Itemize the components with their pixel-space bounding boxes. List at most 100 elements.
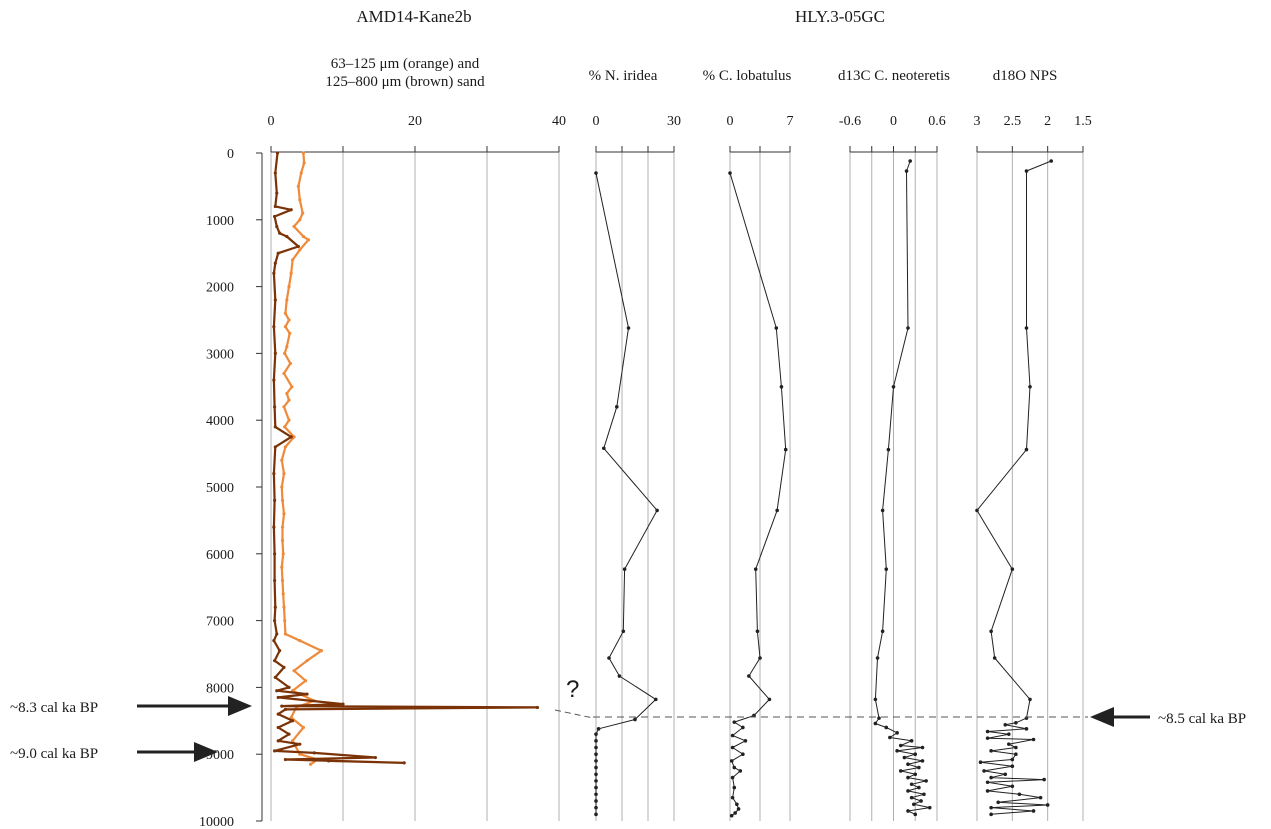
data-point bbox=[312, 751, 316, 755]
data-point bbox=[287, 398, 291, 402]
data-point bbox=[891, 385, 896, 389]
x-tick-label: 0.6 bbox=[928, 114, 946, 129]
data-point bbox=[622, 567, 627, 571]
data-point bbox=[1024, 727, 1029, 731]
data-point bbox=[880, 508, 885, 513]
x-tick-label: 3 bbox=[974, 114, 981, 129]
data-point bbox=[281, 592, 285, 596]
y-tick-label: 3000 bbox=[206, 347, 234, 362]
data-point bbox=[617, 674, 622, 678]
data-point bbox=[301, 151, 305, 155]
data-point bbox=[283, 425, 287, 429]
data-point bbox=[283, 325, 287, 329]
data-point bbox=[730, 733, 735, 738]
data-point bbox=[741, 725, 745, 730]
data-point bbox=[303, 679, 308, 683]
y-tick-label: 0 bbox=[227, 147, 234, 162]
data-point bbox=[596, 727, 601, 731]
panel-title: d18O NPS bbox=[993, 68, 1058, 84]
data-point bbox=[875, 656, 880, 660]
x-tick-label: 20 bbox=[408, 114, 422, 129]
data-point bbox=[535, 705, 540, 710]
data-point bbox=[607, 656, 611, 660]
data-point bbox=[906, 762, 910, 767]
data-point bbox=[884, 567, 889, 571]
series-line-sand-orange bbox=[280, 152, 323, 766]
data-point bbox=[282, 605, 286, 609]
data-point bbox=[912, 802, 916, 807]
data-point bbox=[985, 780, 990, 785]
data-point bbox=[594, 799, 598, 803]
data-point bbox=[280, 578, 285, 583]
data-point bbox=[282, 405, 286, 409]
data-point bbox=[298, 742, 302, 746]
data-point bbox=[1042, 777, 1046, 782]
data-point bbox=[1024, 447, 1029, 452]
arrow-90-label: ~9.0 cal ka BP bbox=[10, 746, 98, 762]
data-point bbox=[775, 508, 779, 513]
data-point bbox=[730, 795, 735, 800]
y-tick-label: 2000 bbox=[206, 281, 234, 296]
data-point bbox=[288, 361, 293, 366]
panel-sand: 0 20 40 63–125 μm (orange) and 125–800 μm (b… bbox=[199, 56, 566, 829]
data-point bbox=[886, 447, 891, 452]
data-point bbox=[280, 704, 284, 708]
data-point bbox=[273, 351, 277, 355]
data-point bbox=[275, 191, 279, 195]
x-tick-label: 2 bbox=[1044, 114, 1051, 129]
data-point bbox=[975, 508, 979, 513]
data-point bbox=[1007, 732, 1011, 736]
data-point bbox=[283, 707, 287, 712]
data-point bbox=[989, 775, 993, 780]
y-tick-label: 7000 bbox=[206, 615, 234, 630]
data-point bbox=[594, 732, 598, 736]
data-point bbox=[273, 405, 277, 409]
data-point bbox=[779, 385, 784, 389]
data-point bbox=[733, 811, 737, 815]
data-point bbox=[1003, 723, 1008, 727]
data-point bbox=[280, 525, 285, 529]
data-point bbox=[884, 725, 889, 730]
y-tick-label: 10000 bbox=[199, 815, 234, 829]
data-point bbox=[275, 689, 279, 693]
data-point bbox=[287, 418, 291, 422]
data-point bbox=[273, 498, 277, 502]
data-point bbox=[594, 759, 598, 763]
data-point bbox=[290, 385, 294, 389]
x-tick-label: 0 bbox=[268, 114, 275, 129]
data-point bbox=[743, 739, 748, 743]
data-point bbox=[305, 692, 309, 696]
data-point bbox=[273, 578, 277, 583]
data-point bbox=[895, 749, 899, 753]
y-tick-label: 5000 bbox=[206, 481, 234, 496]
data-point bbox=[594, 752, 598, 756]
data-point bbox=[276, 725, 280, 730]
data-point bbox=[283, 445, 287, 449]
data-point bbox=[278, 231, 282, 235]
data-point bbox=[880, 629, 885, 634]
data-point bbox=[309, 762, 313, 766]
data-point bbox=[1014, 721, 1018, 725]
data-point bbox=[341, 702, 345, 706]
data-point bbox=[285, 234, 289, 239]
data-point bbox=[909, 795, 914, 800]
data-point bbox=[287, 318, 291, 322]
data-point bbox=[273, 659, 277, 663]
data-point bbox=[276, 712, 280, 716]
data-point bbox=[373, 755, 377, 760]
data-point bbox=[1014, 745, 1018, 750]
data-point bbox=[282, 665, 286, 669]
panel-title: 63–125 μm (orange) and bbox=[331, 56, 480, 72]
x-tick-label: 30 bbox=[667, 114, 681, 129]
data-point bbox=[989, 629, 993, 634]
data-point bbox=[1028, 697, 1032, 702]
data-point bbox=[1017, 792, 1022, 797]
data-point bbox=[728, 171, 732, 175]
data-point bbox=[275, 632, 279, 636]
data-point bbox=[273, 749, 277, 753]
data-point bbox=[783, 447, 788, 452]
data-point bbox=[1024, 169, 1029, 173]
data-point bbox=[1045, 803, 1050, 807]
data-point bbox=[906, 326, 910, 330]
